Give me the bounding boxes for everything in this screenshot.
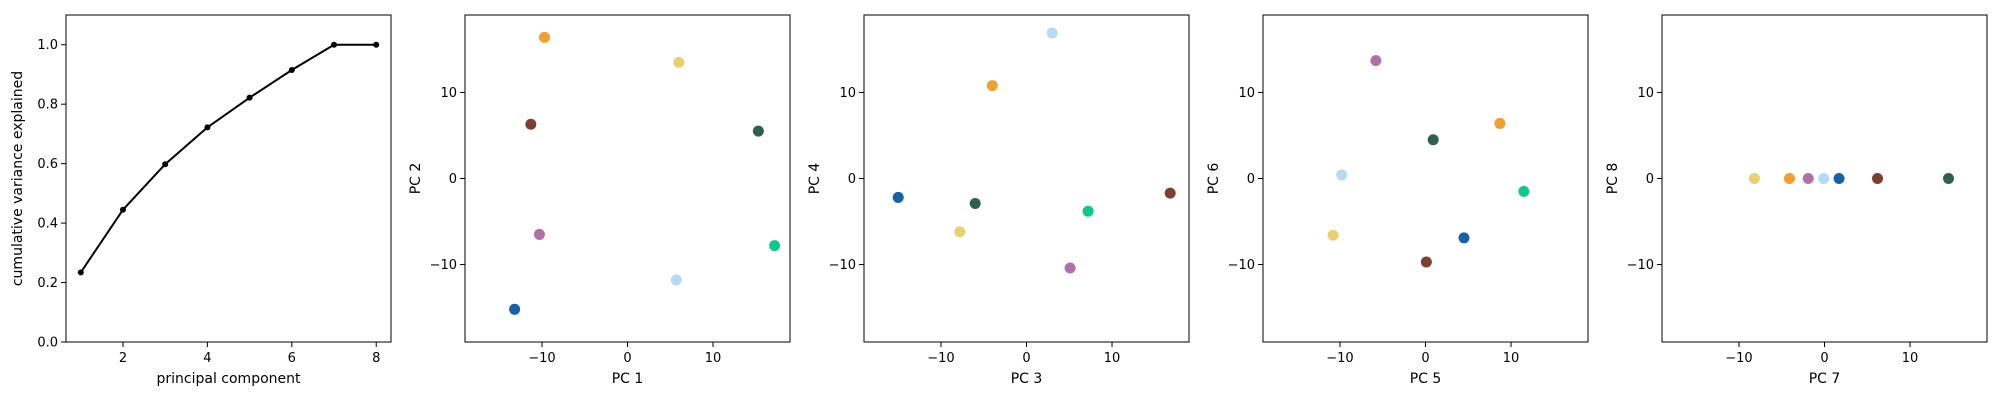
y-axis-label: PC 8: [1605, 163, 1621, 195]
variance-point: [204, 124, 211, 131]
x-tick-label: −10: [927, 351, 954, 366]
x-axis-label: PC 3: [1011, 371, 1043, 387]
variance-point: [77, 269, 84, 276]
variance-point: [288, 66, 295, 73]
scatter-point: [1164, 187, 1176, 199]
scatter-point: [1943, 173, 1955, 184]
x-tick-label: 10: [1902, 351, 1919, 366]
axes-frame: [863, 14, 1190, 343]
y-tick-label: −10: [430, 258, 457, 273]
scatter-point: [769, 240, 781, 252]
scatter-point: [1427, 134, 1439, 146]
y-tick-label: 0: [1247, 172, 1255, 187]
scatter-point: [1818, 173, 1830, 184]
scatter-point: [1872, 173, 1884, 184]
y-tick-label: 0.4: [37, 217, 58, 232]
axes-frame: [1262, 14, 1589, 343]
scatter-point: [1518, 185, 1530, 197]
scatter-point: [1420, 256, 1432, 268]
y-axis-label: PC 6: [1206, 163, 1222, 195]
variance-point: [373, 41, 380, 48]
x-tick-label: −10: [1725, 351, 1752, 366]
panel-pc3-pc4: −10 0 10 −10 0 10 PC 3 PC 4: [807, 14, 1190, 387]
scatter-point: [1082, 205, 1094, 217]
y-axis-label: PC 4: [807, 163, 823, 195]
scatter-point: [1458, 232, 1470, 244]
x-tick-label: −10: [528, 351, 555, 366]
y-axis-label: cumulative variance explained: [10, 71, 26, 286]
scatter-point: [1046, 27, 1058, 39]
scatter-point: [1494, 117, 1506, 129]
scatter-point: [1336, 169, 1348, 181]
x-axis-label: PC 5: [1410, 371, 1442, 387]
variance-point: [119, 206, 126, 213]
scatter-point: [1064, 262, 1076, 274]
y-tick-label: 10: [440, 86, 457, 101]
y-tick-label: 0.0: [37, 336, 58, 351]
x-axis-label: principal component: [157, 371, 302, 387]
y-tick-label: 10: [839, 86, 856, 101]
scatter-point: [986, 80, 998, 92]
scatter-point: [954, 226, 966, 238]
y-tick-label: 1.0: [37, 38, 58, 53]
x-tick-label: 0: [623, 351, 631, 366]
x-tick-label: 0: [1421, 351, 1429, 366]
x-tick-label: 8: [372, 351, 380, 366]
scatter-point: [1802, 173, 1814, 184]
variance-point: [246, 94, 253, 101]
variance-point: [162, 161, 169, 168]
scatter-point: [539, 31, 551, 43]
scatter-point: [1370, 55, 1382, 67]
x-tick-label: 10: [1104, 351, 1121, 366]
x-tick-label: 10: [705, 351, 722, 366]
y-tick-label: 0.2: [37, 276, 58, 291]
axes-frame: [464, 14, 791, 343]
y-tick-label: −10: [1228, 258, 1255, 273]
x-tick-label: 2: [119, 351, 127, 366]
x-axis-label: PC 7: [1809, 371, 1841, 387]
axes-frame: [65, 14, 392, 343]
scatter-point: [752, 125, 764, 137]
y-axis-label: PC 2: [408, 163, 424, 195]
variance-point: [331, 41, 338, 48]
y-tick-label: 0.8: [37, 98, 58, 113]
scatter-point: [1783, 173, 1795, 184]
scatter-point: [1833, 173, 1845, 184]
panel-pc7-pc8: −10 0 10 −10 0 10 PC 7 PC 8: [1605, 14, 1988, 387]
panel-variance: 2 4 6 8 0.0 0.2 0.4 0.6 0.8 1.0 principal componen…: [10, 14, 392, 387]
scatter-point: [525, 118, 537, 130]
scatter-point: [969, 197, 981, 209]
y-tick-label: 0: [848, 172, 856, 187]
x-tick-label: 6: [288, 351, 296, 366]
panel-pc1-pc2: −10 0 10 −10 0 10 PC 1 PC 2: [408, 14, 791, 387]
x-tick-label: −10: [1326, 351, 1353, 366]
y-tick-label: 10: [1238, 86, 1255, 101]
scatter-point: [1748, 173, 1760, 184]
y-tick-label: 0: [1646, 172, 1654, 187]
scatter-point: [892, 191, 904, 203]
x-axis-label: PC 1: [612, 371, 644, 387]
y-tick-label: −10: [829, 258, 856, 273]
y-tick-label: 10: [1637, 86, 1654, 101]
x-tick-label: 0: [1022, 351, 1030, 366]
panel-pc5-pc6: −10 0 10 −10 0 10 PC 5 PC 6: [1206, 14, 1589, 387]
scatter-point: [670, 274, 682, 286]
variance-line: [79, 43, 377, 273]
x-tick-label: 0: [1820, 351, 1828, 366]
y-tick-label: 0.6: [37, 157, 58, 172]
x-tick-label: 4: [203, 351, 211, 366]
scatter-point: [1327, 229, 1339, 241]
scatter-point: [673, 56, 685, 68]
y-tick-label: −10: [1627, 258, 1654, 273]
scatter-point: [509, 303, 521, 315]
scatter-point: [533, 228, 545, 240]
y-tick-label: 0: [449, 172, 457, 187]
x-tick-label: 10: [1503, 351, 1520, 366]
